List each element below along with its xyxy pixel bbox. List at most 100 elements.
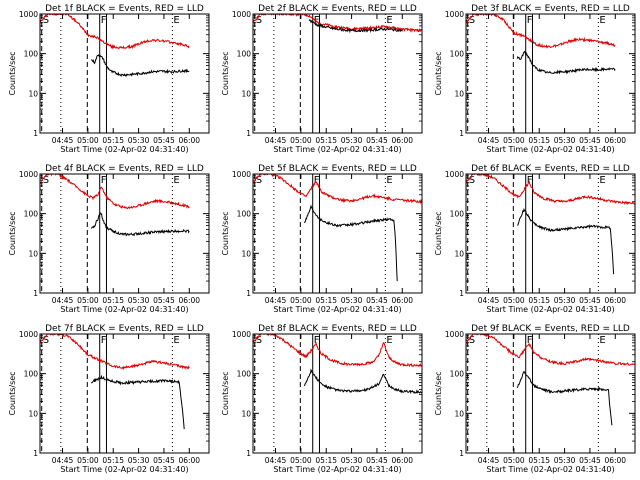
- x-tick-label: 05:30: [128, 136, 150, 145]
- x-tick-label: 06:00: [391, 136, 413, 145]
- panel-1: Det 1f BLACK = Events, RED = LLD 1 10 100 10…: [8, 4, 210, 154]
- x-tick-label: 05:00: [503, 296, 525, 305]
- y-tick-label: 1000: [232, 330, 251, 339]
- event-marker-label: E: [173, 335, 179, 346]
- x-tick-label: 05:45: [366, 296, 388, 305]
- panel-6: Det 6f BLACK = Events, RED = LLD 1 10 100 10…: [434, 164, 636, 314]
- event-marker-label: S: [469, 15, 475, 26]
- x-tick-label: 05:45: [579, 136, 601, 145]
- y-tick-label: 100: [24, 50, 39, 59]
- y-tick-label: 10: [241, 249, 251, 258]
- lld-series-line: [40, 334, 190, 371]
- y-axis-label: Counts/sec: [8, 51, 17, 95]
- panel-5: Det 5f BLACK = Events, RED = LLD 1 10 100 10…: [221, 164, 423, 314]
- y-tick-label: 10: [454, 249, 464, 258]
- y-tick-label: 100: [450, 50, 465, 59]
- x-tick-label: 05:30: [554, 136, 576, 145]
- x-tick-label: 06:00: [391, 296, 413, 305]
- x-axis-label: Start Time (02-Apr-02 04:31:40): [273, 145, 401, 154]
- plot-frame: [465, 13, 636, 134]
- x-tick-label: 06:00: [178, 136, 200, 145]
- panel-7: Det 7f BLACK = Events, RED = LLD 1 10 100 10…: [8, 324, 210, 474]
- x-tick-label: 05:45: [153, 136, 175, 145]
- lld-series-line: [253, 334, 422, 368]
- events-series-line: [517, 207, 615, 275]
- x-tick-label: 05:00: [77, 136, 99, 145]
- x-tick-label: 05:15: [315, 296, 337, 305]
- x-tick-label: 05:45: [579, 296, 601, 305]
- x-tick-label: 04:45: [478, 136, 500, 145]
- panel-title: Det 6f BLACK = Events, RED = LLD: [471, 164, 630, 174]
- x-tick-label: 05:30: [341, 456, 363, 465]
- event-marker-label: F: [101, 335, 107, 346]
- x-tick-label: 06:00: [178, 296, 200, 305]
- y-tick-label: 100: [24, 210, 39, 219]
- y-tick-label: 1000: [19, 330, 38, 339]
- panel-title: Det 2f BLACK = Events, RED = LLD: [258, 4, 417, 14]
- y-tick-label: 1: [459, 129, 464, 138]
- y-tick-label: 10: [28, 249, 38, 258]
- x-axis-label: Start Time (02-Apr-02 04:31:40): [60, 145, 188, 154]
- events-series-line: [303, 204, 398, 282]
- event-marker-label: E: [173, 15, 179, 26]
- lld-series-line: [466, 334, 635, 367]
- y-tick-label: 100: [450, 370, 465, 379]
- x-tick-label: 05:15: [528, 456, 550, 465]
- panel-title: Det 1f BLACK = Events, RED = LLD: [45, 4, 204, 14]
- event-marker-label: S: [469, 175, 475, 186]
- y-tick-label: 1000: [232, 170, 251, 179]
- x-tick-label: 04:45: [478, 296, 500, 305]
- panel-title: Det 7f BLACK = Events, RED = LLD: [45, 324, 204, 334]
- event-marker-label: E: [599, 175, 605, 186]
- event-marker-label: F: [314, 175, 320, 186]
- x-tick-label: 05:00: [77, 296, 99, 305]
- y-tick-label: 100: [237, 210, 252, 219]
- y-tick-label: 1: [33, 129, 38, 138]
- events-series-line: [303, 368, 422, 395]
- events-series-line: [90, 212, 190, 237]
- x-tick-label: 05:00: [77, 456, 99, 465]
- x-axis-label: Start Time (02-Apr-02 04:31:40): [486, 305, 614, 314]
- plot-frame: [252, 173, 423, 294]
- event-marker-label: F: [527, 335, 533, 346]
- y-axis-label: Counts/sec: [8, 371, 17, 415]
- x-tick-label: 06:00: [391, 456, 413, 465]
- events-series-line: [516, 370, 613, 426]
- event-marker-label: F: [527, 15, 533, 26]
- y-tick-label: 10: [241, 89, 251, 98]
- x-axis-label: Start Time (02-Apr-02 04:31:40): [273, 305, 401, 314]
- y-axis-label: Counts/sec: [221, 51, 230, 95]
- event-marker-label: F: [314, 335, 320, 346]
- x-tick-label: 06:00: [604, 136, 626, 145]
- event-marker-label: E: [386, 175, 392, 186]
- y-tick-label: 10: [454, 409, 464, 418]
- event-marker-label: F: [527, 175, 533, 186]
- y-tick-label: 100: [237, 50, 252, 59]
- x-tick-label: 05:45: [366, 136, 388, 145]
- plot-frame: [252, 333, 423, 454]
- x-tick-label: 06:00: [604, 456, 626, 465]
- x-tick-label: 05:30: [554, 296, 576, 305]
- x-tick-label: 05:15: [102, 456, 124, 465]
- panel-title: Det 3f BLACK = Events, RED = LLD: [471, 4, 630, 14]
- x-tick-label: 05:15: [315, 136, 337, 145]
- panel-title: Det 9f BLACK = Events, RED = LLD: [471, 324, 630, 334]
- panel-3: Det 3f BLACK = Events, RED = LLD 1 10 100 10…: [434, 4, 636, 154]
- x-tick-label: 04:45: [265, 296, 287, 305]
- panel-9: Det 9f BLACK = Events, RED = LLD 1 10 100 10…: [434, 324, 636, 474]
- panel-4: Det 4f BLACK = Events, RED = LLD 1 10 100 10…: [8, 164, 210, 314]
- y-tick-label: 1: [246, 449, 251, 458]
- y-tick-label: 1000: [445, 330, 464, 339]
- x-tick-label: 05:15: [528, 136, 550, 145]
- x-tick-label: 05:00: [290, 456, 312, 465]
- x-axis-label: Start Time (02-Apr-02 04:31:40): [486, 145, 614, 154]
- y-tick-label: 100: [24, 370, 39, 379]
- events-series-line: [516, 50, 616, 75]
- events-series-line: [90, 54, 190, 77]
- x-tick-label: 05:45: [153, 296, 175, 305]
- y-axis-label: Counts/sec: [221, 211, 230, 255]
- x-axis-label: Start Time (02-Apr-02 04:31:40): [273, 465, 401, 474]
- x-axis-label: Start Time (02-Apr-02 04:31:40): [60, 305, 188, 314]
- lld-series-line: [466, 174, 635, 206]
- x-tick-label: 04:45: [478, 456, 500, 465]
